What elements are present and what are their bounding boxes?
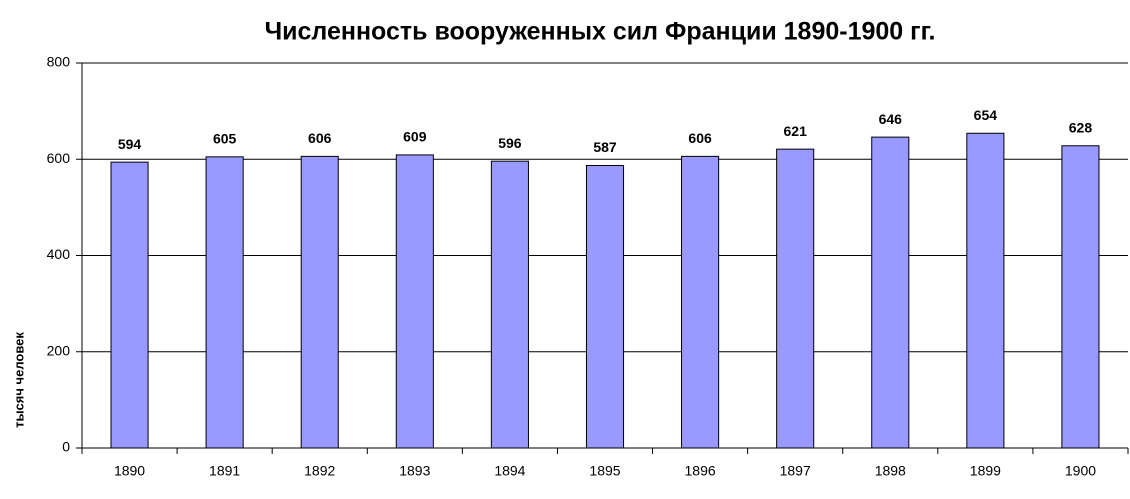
x-tick-label: 1899 [970, 463, 1001, 479]
bar [681, 155, 720, 449]
value-label: 628 [1069, 119, 1093, 135]
value-label: 605 [213, 131, 237, 147]
bar [110, 161, 149, 449]
y-tick-label: 200 [47, 342, 71, 358]
bar [395, 154, 434, 449]
chart-title: Численность вооруженных сил Франции 1890… [265, 18, 936, 46]
value-label: 606 [308, 130, 332, 146]
bar [205, 156, 244, 449]
x-tick-label: 1893 [399, 463, 430, 479]
y-tick-label: 600 [47, 150, 71, 166]
bar [585, 165, 625, 449]
x-tick-label: 1890 [114, 463, 145, 479]
y-axis-label: тысяч человек [11, 332, 26, 428]
x-tick-label: 1900 [1065, 463, 1096, 479]
x-tick-label: 1894 [494, 463, 525, 479]
bar [490, 160, 529, 449]
y-tick-label: 400 [47, 246, 71, 262]
x-tick-label: 1898 [875, 463, 906, 479]
x-tick-label: 1896 [685, 463, 716, 479]
bar [776, 148, 815, 449]
bar [871, 136, 910, 449]
value-label: 606 [688, 130, 712, 146]
x-tick-label: 1891 [209, 463, 240, 479]
value-label: 654 [974, 107, 998, 123]
value-label: 587 [593, 139, 617, 155]
bar [966, 132, 1005, 449]
y-tick-label: 800 [47, 54, 71, 70]
value-label: 621 [784, 123, 808, 139]
y-tick-label: 0 [62, 439, 70, 455]
value-label: 609 [403, 129, 427, 145]
value-label: 646 [879, 111, 903, 127]
x-tick-label: 1892 [304, 463, 335, 479]
value-label: 594 [118, 136, 142, 152]
bar [300, 155, 339, 449]
bar [1061, 145, 1100, 449]
x-tick-label: 1897 [780, 463, 811, 479]
x-tick-label: 1895 [589, 463, 620, 479]
value-label: 596 [498, 135, 522, 151]
